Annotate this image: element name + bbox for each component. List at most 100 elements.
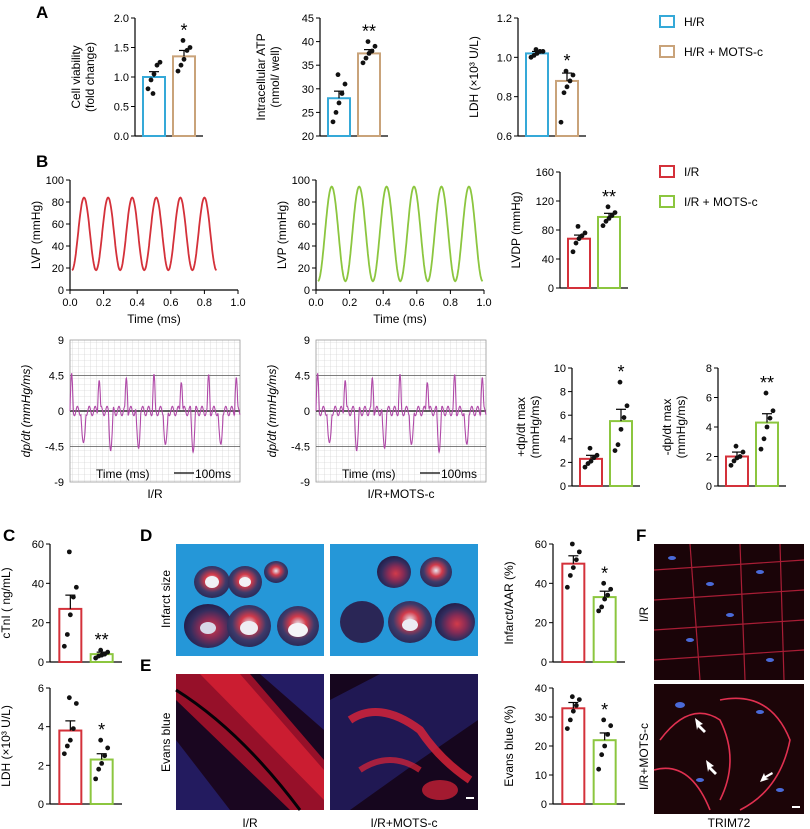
y-tick-label: 0 xyxy=(560,481,566,493)
y-tick-label: 10 xyxy=(535,770,547,782)
y-tick-label: 0 xyxy=(58,285,64,297)
panel-letter-f: F xyxy=(636,526,646,545)
data-point xyxy=(731,458,737,464)
significance-mark: * xyxy=(98,720,105,740)
y-tick-label: 40 xyxy=(542,254,554,266)
data-point xyxy=(587,445,593,451)
legend-b-label-ir: I/R xyxy=(684,165,700,179)
y-axis-label: -dp/dt max(mmHg/ms) xyxy=(660,396,688,459)
data-point xyxy=(540,49,546,54)
data-point xyxy=(70,726,76,731)
data-point xyxy=(615,442,621,448)
y-tick-label: 40 xyxy=(32,578,44,590)
y-tick-label: 1.0 xyxy=(497,52,512,64)
y-tick-label: 6 xyxy=(706,393,712,405)
legend-a: H/R H/R + MOTS-c xyxy=(659,15,763,59)
x-tick-label: 0.8 xyxy=(443,297,458,309)
y-tick-label: 0 xyxy=(706,481,712,493)
legend-a-swatch-hr-mots xyxy=(659,45,675,58)
legend-a-swatch-hr xyxy=(659,15,675,28)
panel-letter-d: D xyxy=(140,526,152,545)
y-tick-label: 35 xyxy=(302,60,314,72)
data-point xyxy=(569,541,575,547)
data-point xyxy=(569,694,575,700)
panel-letter-b: B xyxy=(36,152,48,171)
data-point xyxy=(567,78,573,84)
x-tick-label: 1.0 xyxy=(230,297,245,309)
x-tick-label: 0.0 xyxy=(62,297,77,309)
bar xyxy=(357,52,381,137)
y-tick-label: 9 xyxy=(58,335,64,347)
arrow-icon xyxy=(695,718,773,782)
y-tick-label: 20 xyxy=(298,263,310,275)
x-tick-label: 0.6 xyxy=(163,297,178,309)
bar xyxy=(142,76,166,137)
data-point xyxy=(93,776,99,782)
legend-a-label-hr: H/R xyxy=(684,15,705,29)
x-tick-label: 1.0 xyxy=(476,297,491,309)
y-tick-label: 25 xyxy=(302,107,314,119)
caption-de-ir: I/R xyxy=(242,816,258,829)
data-point xyxy=(570,565,576,570)
bar xyxy=(567,237,591,289)
data-point xyxy=(70,594,76,600)
y-tick-label: 20 xyxy=(52,263,64,275)
data-point xyxy=(600,223,606,229)
data-point xyxy=(105,649,111,655)
y-tick-label: 10 xyxy=(554,363,566,375)
data-point xyxy=(178,62,184,68)
data-point xyxy=(570,249,576,255)
x-axis-label: Time (ms) xyxy=(96,467,150,481)
y-axis-label: Evans blue (%) xyxy=(502,705,516,786)
y-axis-label: LDH (×10³ U/L) xyxy=(0,705,13,787)
data-point xyxy=(67,612,73,618)
data-point xyxy=(588,458,594,464)
data-point xyxy=(599,604,605,610)
legend-b: I/R I/R + MOTS-c xyxy=(659,165,758,209)
data-point xyxy=(61,643,67,649)
bar xyxy=(592,739,617,806)
data-point xyxy=(67,737,73,743)
lvp-trace-ir-mots: 0 20 40 60 80 100 0.0 0.2 0.4 0.6 0.8 1.0 Time (ms) L… xyxy=(275,175,492,326)
y-axis-label: Intracellular ATP(nmol/ well) xyxy=(254,33,282,120)
trim72-image-ir xyxy=(653,543,805,681)
data-point xyxy=(737,454,743,459)
chart-dpdt-max-neg: 0 2 4 6 8 -dp/dt max(mmHg/ms) ** xyxy=(660,363,786,493)
data-point xyxy=(558,119,564,125)
y-tick-label: 40 xyxy=(302,37,314,49)
significance-mark: * xyxy=(180,20,187,40)
data-point xyxy=(605,204,611,210)
data-point xyxy=(96,766,102,772)
data-point xyxy=(342,81,348,87)
data-point xyxy=(763,390,769,396)
panel-letter-e: E xyxy=(140,656,151,675)
y-tick-label: 2.0 xyxy=(114,13,129,25)
data-point xyxy=(573,703,579,708)
data-point xyxy=(605,592,611,598)
data-point xyxy=(596,608,602,614)
data-point xyxy=(64,632,70,637)
data-point xyxy=(369,48,375,54)
data-point xyxy=(608,723,614,729)
y-axis-label: +dp/dt max(mmHg/ms) xyxy=(514,396,542,459)
y-tick-label: 0.8 xyxy=(497,92,512,104)
y-axis-label: Cell viability(fold change) xyxy=(69,42,97,112)
y-tick-label: 0 xyxy=(304,285,310,297)
y-tick-label: 40 xyxy=(298,241,310,253)
data-point xyxy=(333,110,339,115)
y-tick-label: 120 xyxy=(536,196,554,208)
infarct-photo-ir xyxy=(176,544,324,656)
bar xyxy=(525,52,549,137)
y-tick-label: 60 xyxy=(52,219,64,231)
data-point xyxy=(582,230,588,236)
chart-ctni: 0 20 40 60 cTnI ( ng/mL) ** xyxy=(0,539,122,669)
y-tick-label: 0 xyxy=(58,406,64,418)
data-point xyxy=(612,448,618,453)
y-tick-label: 100 xyxy=(292,175,310,187)
data-point xyxy=(612,210,618,216)
dpdt-trace xyxy=(315,373,487,454)
bar xyxy=(725,455,749,487)
y-tick-label: 4.5 xyxy=(49,371,64,383)
data-point xyxy=(596,766,602,772)
y-tick-label: 1.2 xyxy=(497,13,512,25)
